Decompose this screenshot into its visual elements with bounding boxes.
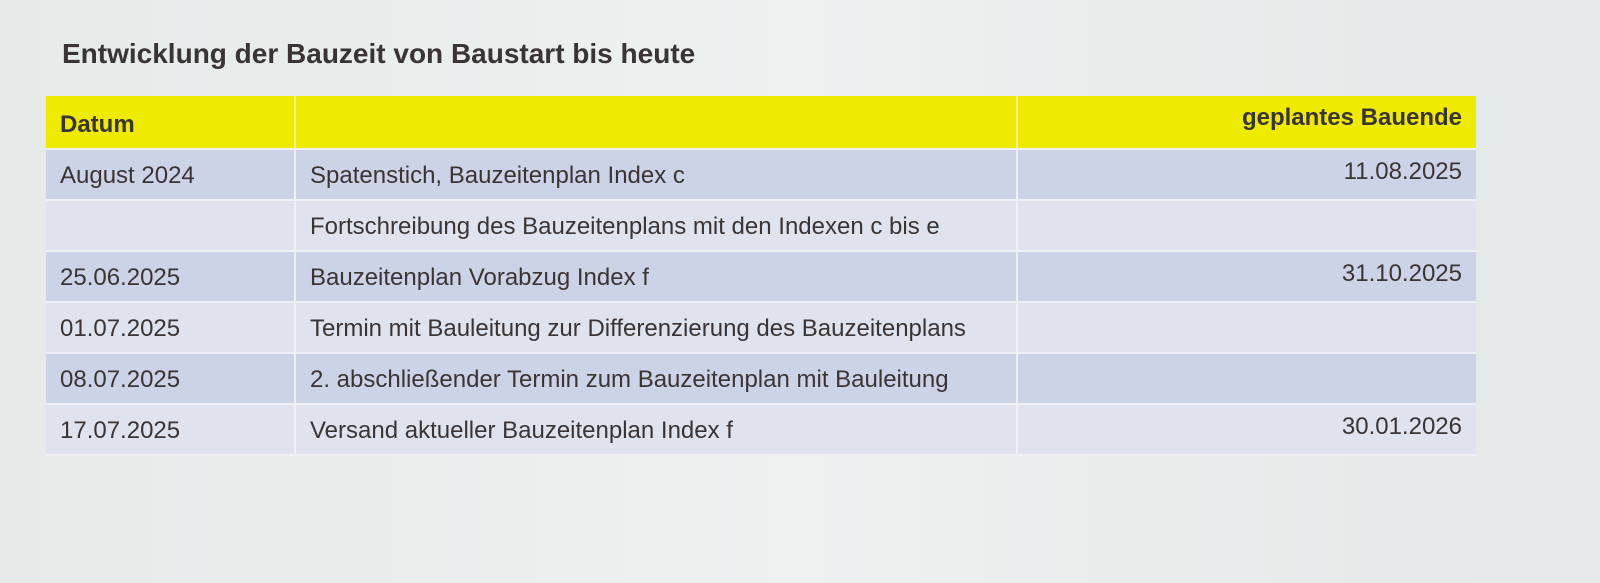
- event-cell: Fortschreibung des Bauzeitenplans mit de…: [296, 201, 1018, 250]
- date-cell: 08.07.2025: [46, 354, 296, 403]
- event-cell: 2. abschließender Termin zum Bauzeitenpl…: [296, 354, 1018, 403]
- event-cell: Bauzeitenplan Vorabzug Index f: [296, 252, 1018, 301]
- end-cell: 11.08.2025: [1343, 158, 1462, 185]
- table-row: August 2024 Spatenstich, Bauzeitenplan In…: [46, 150, 1476, 201]
- title: Entwicklung der Bauzeit von Baustart bis…: [62, 38, 696, 69]
- date-cell: [46, 201, 296, 250]
- date-cell: 17.07.2025: [46, 405, 296, 454]
- header-end: geplantes Bauende: [1241, 104, 1462, 131]
- end-cell: 30.01.2026: [1341, 413, 1462, 440]
- header-event: [296, 96, 1018, 148]
- table-header: Datum geplantes Bauende: [46, 96, 1476, 150]
- event-cell: Termin mit Bauleitung zur Differenzierun…: [296, 303, 1018, 352]
- date-cell: 01.07.2025: [46, 303, 296, 352]
- end-cell: [1018, 201, 1476, 250]
- table-row: 01.07.2025 Termin mit Bauleitung zur Diff…: [46, 303, 1476, 354]
- end-cell: [1018, 303, 1476, 352]
- date-cell: August 2024: [46, 150, 296, 199]
- date-cell: 25.06.2025: [46, 252, 296, 301]
- table-body: August 2024 Spatenstich, Bauzeitenplan In…: [46, 150, 1476, 456]
- table-row: 17.07.2025 Versand aktueller Bauzeitenpla…: [46, 405, 1476, 456]
- table-row: 08.07.2025 2. abschließender Termin zum B…: [46, 354, 1476, 405]
- table: Datum geplantes Bauende August 2024 Spate…: [46, 96, 1476, 456]
- header-date: Datum: [46, 96, 296, 148]
- event-cell: Spatenstich, Bauzeitenplan Index c: [296, 150, 1018, 199]
- event-cell: Versand aktueller Bauzeitenplan Index f: [296, 405, 1018, 454]
- end-cell: 31.10.2025: [1341, 260, 1462, 287]
- end-cell: [1018, 354, 1476, 403]
- table-row: 25.06.2025 Bauzeitenplan Vorabzug Index f…: [46, 252, 1476, 303]
- table-row: Fortschreibung des Bauzeitenplans mit de…: [46, 201, 1476, 252]
